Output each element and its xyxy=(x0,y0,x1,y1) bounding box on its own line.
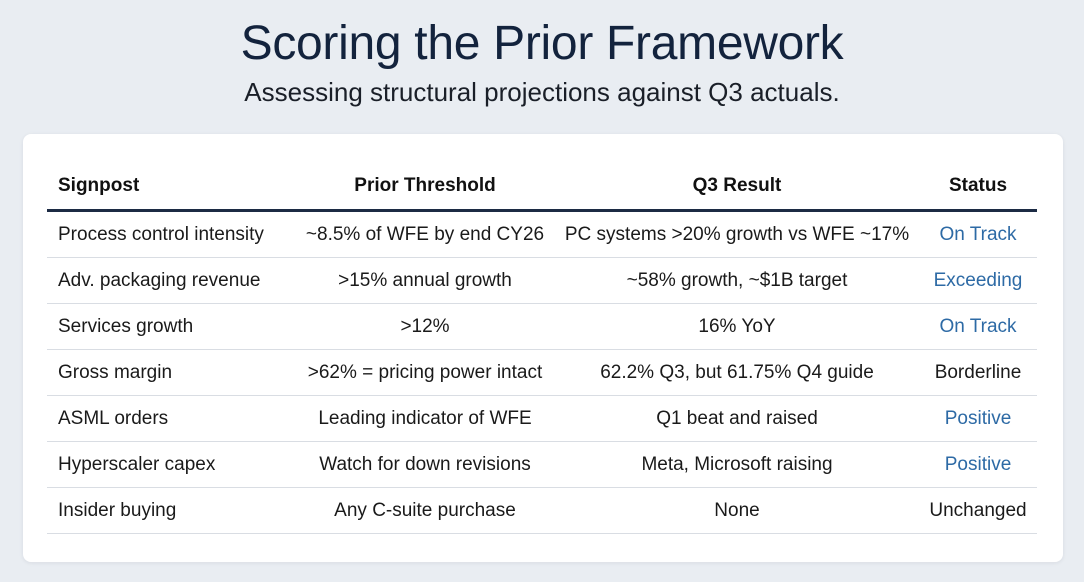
status-cell: Unchanged xyxy=(919,487,1037,534)
threshold-cell: >15% annual growth xyxy=(295,257,555,304)
signpost-cell: Gross margin xyxy=(47,349,295,396)
table-row: Services growth >12% 16% YoY On Track xyxy=(47,303,1037,350)
status-cell: Borderline xyxy=(919,349,1037,396)
table-row: Adv. packaging revenue >15% annual growt… xyxy=(47,257,1037,304)
threshold-cell: >12% xyxy=(295,303,555,350)
scorecard-card: Signpost Prior Threshold Q3 Result Statu… xyxy=(23,134,1063,562)
result-cell: 62.2% Q3, but 61.75% Q4 guide xyxy=(555,349,919,396)
threshold-cell: Leading indicator of WFE xyxy=(295,395,555,442)
table-row: Gross margin >62% = pricing power intact… xyxy=(47,349,1037,396)
result-cell: 16% YoY xyxy=(555,303,919,350)
threshold-cell: Watch for down revisions xyxy=(295,441,555,488)
page-subtitle: Assessing structural projections against… xyxy=(244,77,840,107)
signpost-cell: ASML orders xyxy=(47,395,295,442)
signpost-cell: Process control intensity xyxy=(47,210,295,258)
table-row: Process control intensity ~8.5% of WFE b… xyxy=(47,210,1037,258)
table-header-row: Signpost Prior Threshold Q3 Result Statu… xyxy=(47,163,1037,212)
table-row: Insider buying Any C-suite purchase None… xyxy=(47,487,1037,534)
result-cell: Meta, Microsoft raising xyxy=(555,441,919,488)
status-cell: On Track xyxy=(919,210,1037,258)
scorecard-table: Signpost Prior Threshold Q3 Result Statu… xyxy=(47,163,1037,534)
status-cell: Positive xyxy=(919,441,1037,488)
signpost-cell: Hyperscaler capex xyxy=(47,441,295,488)
table-row: Hyperscaler capex Watch for down revisio… xyxy=(47,441,1037,488)
threshold-cell: ~8.5% of WFE by end CY26 xyxy=(295,210,555,258)
page-title: Scoring the Prior Framework xyxy=(240,17,844,70)
signpost-cell: Insider buying xyxy=(47,487,295,534)
result-cell: ~58% growth, ~$1B target xyxy=(555,257,919,304)
status-cell: Exceeding xyxy=(919,257,1037,304)
table-row: ASML orders Leading indicator of WFE Q1 … xyxy=(47,395,1037,442)
status-cell: On Track xyxy=(919,303,1037,350)
signpost-cell: Services growth xyxy=(47,303,295,350)
result-cell: Q1 beat and raised xyxy=(555,395,919,442)
column-header-signpost: Signpost xyxy=(47,163,295,212)
result-cell: PC systems >20% growth vs WFE ~17% xyxy=(555,210,919,258)
column-header-status: Status xyxy=(919,163,1037,212)
status-cell: Positive xyxy=(919,395,1037,442)
signpost-cell: Adv. packaging revenue xyxy=(47,257,295,304)
threshold-cell: >62% = pricing power intact xyxy=(295,349,555,396)
column-header-q3-result: Q3 Result xyxy=(555,163,919,212)
result-cell: None xyxy=(555,487,919,534)
threshold-cell: Any C-suite purchase xyxy=(295,487,555,534)
column-header-prior-threshold: Prior Threshold xyxy=(295,163,555,212)
